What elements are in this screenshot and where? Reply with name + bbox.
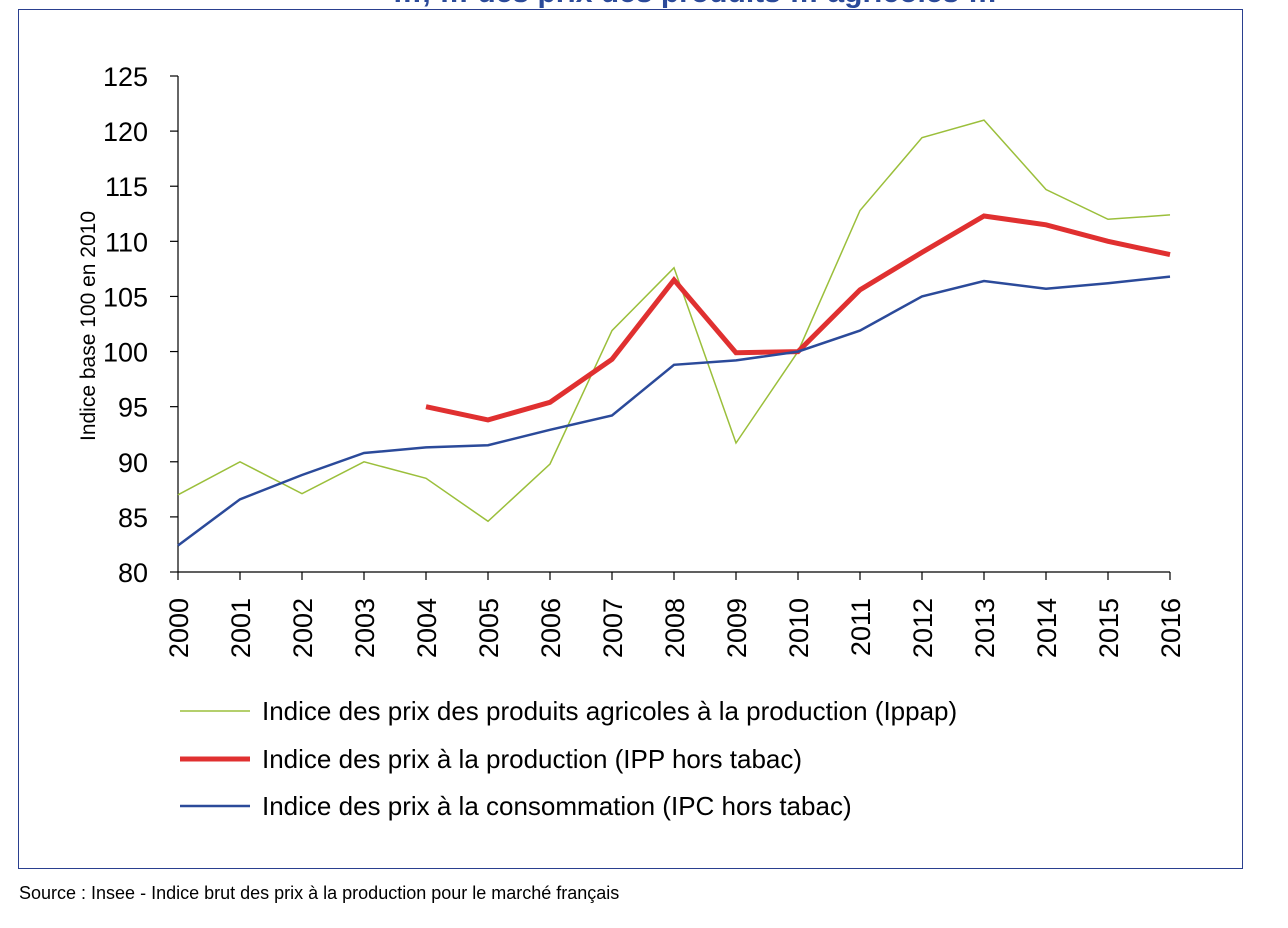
- y-tick-label: 100: [103, 338, 148, 368]
- series-line-2: [425, 213, 1171, 423]
- x-tick-label: 2002: [288, 598, 318, 658]
- x-tick-label: 2004: [412, 598, 442, 658]
- x-tick-label: 2005: [474, 598, 504, 658]
- x-tick-label: 2011: [846, 598, 876, 656]
- legend-label-1: Indice des prix des produits agricoles à…: [262, 696, 957, 726]
- y-tick-label: 115: [105, 172, 148, 202]
- page-title: …, … des prix des produits … agricoles …: [120, 0, 1270, 10]
- y-tick-label: 80: [118, 558, 148, 588]
- legend-label-2: Indice des prix à la production (IPP hor…: [262, 744, 802, 774]
- x-tick-label: 2008: [660, 598, 690, 658]
- series-line-1: [177, 119, 1171, 523]
- x-tick-label: 2015: [1094, 598, 1124, 658]
- y-axis-label: Indice base 100 en 2010: [77, 211, 100, 441]
- y-tick-label: 105: [103, 282, 148, 312]
- y-tick-label: 120: [103, 117, 148, 147]
- x-tick-label: 2014: [1032, 598, 1062, 658]
- x-tick-label: 2000: [164, 598, 194, 658]
- legend-label-3: Indice des prix à la consommation (IPC h…: [262, 791, 852, 821]
- x-tick-label: 2007: [598, 598, 628, 658]
- x-tick-label: 2003: [350, 598, 380, 658]
- x-tick-label: 2001: [226, 598, 256, 658]
- chart-frame: [18, 9, 1243, 869]
- y-tick-label: 95: [118, 393, 148, 423]
- series-line-3: [177, 275, 1171, 547]
- x-tick-label: 2009: [722, 598, 752, 658]
- x-tick-label: 2012: [908, 598, 938, 658]
- x-tick-label: 2016: [1156, 598, 1186, 658]
- y-tick-label: 110: [105, 227, 148, 257]
- x-tick-label: 2013: [970, 598, 1000, 658]
- y-tick-label: 125: [103, 62, 148, 92]
- y-tick-label: 85: [118, 503, 148, 533]
- source-note: Source : Insee - Indice brut des prix à …: [19, 883, 620, 903]
- y-tick-label: 90: [118, 448, 148, 478]
- x-tick-label: 2006: [536, 598, 566, 658]
- x-tick-label: 2010: [784, 598, 814, 658]
